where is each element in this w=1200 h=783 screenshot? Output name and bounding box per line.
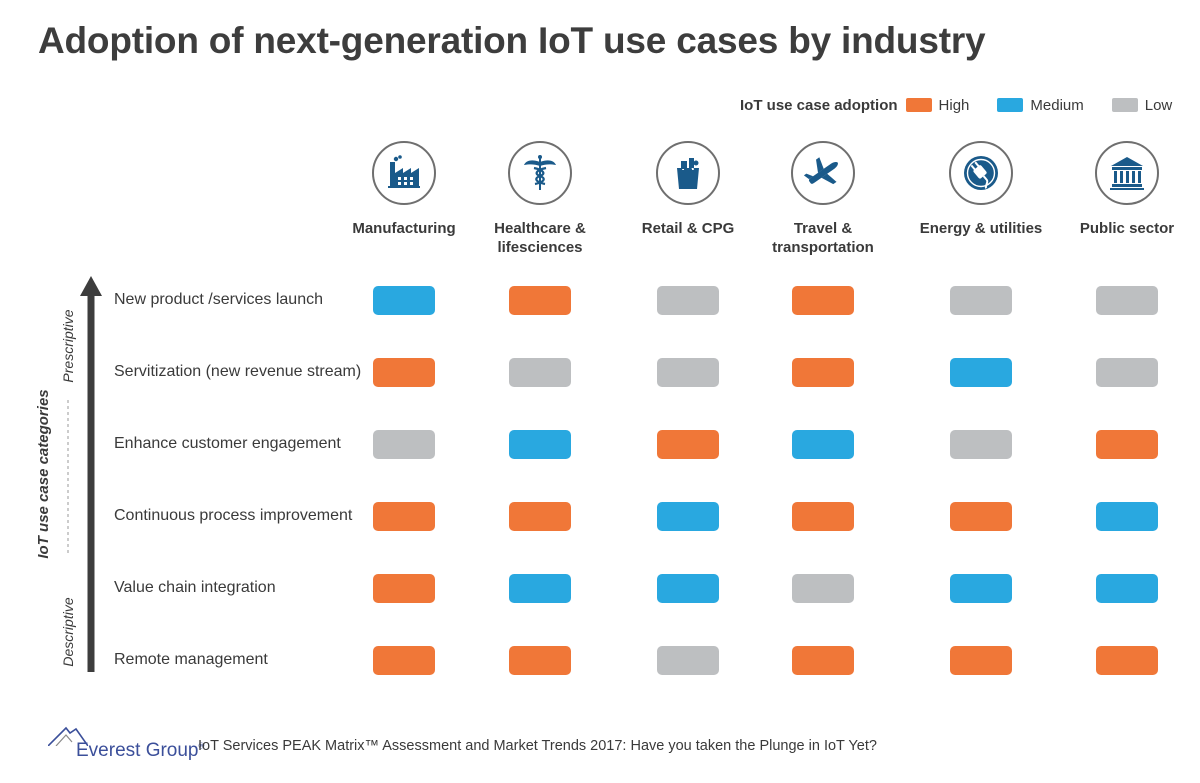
chart-title: Adoption of next-generation IoT use case… [38,20,986,61]
cell-new-product-public-sector [1096,286,1158,315]
industry-label-retail: Retail & CPG [641,220,735,237]
use-case-label-servitization: Servitization (new revenue stream) [114,363,362,380]
cell-process-improvement-travel [792,502,854,531]
cell-value-chain-healthcare [509,574,571,603]
cell-customer-engagement-retail [657,430,719,459]
power-plug-icon [949,141,1013,205]
legend-swatch-high [905,98,932,112]
cell-new-product-healthcare [509,286,571,315]
cell-servitization-healthcare [509,358,571,387]
industry-label-public-sector: Public sector [1079,220,1175,237]
shopping-bag-icon [656,141,720,205]
use-case-label-remote-management: Remote management [114,651,268,668]
use-case-label-process-improvement: Continuous process improvement [114,507,353,524]
caduceus-icon [508,141,572,205]
industry-label-healthcare: Healthcare & lifesciences [494,220,586,256]
factory-icon [372,141,436,205]
cell-remote-management-travel [792,646,854,675]
legend-label-low: Low [1144,96,1173,114]
cell-new-product-travel [792,286,854,315]
cell-customer-engagement-energy [950,430,1012,459]
source-citation: IoT Services PEAK Matrix™ Assessment and… [198,738,877,754]
cell-remote-management-energy [950,646,1012,675]
government-building-icon [1095,141,1159,205]
cell-process-improvement-manufacturing [373,502,435,531]
cell-value-chain-retail [657,574,719,603]
axis-label-descriptive: Descriptive [60,597,76,667]
brand-name: Everest Group® [76,740,205,761]
use-case-label-value-chain: Value chain integration [114,579,276,596]
cell-value-chain-energy [950,574,1012,603]
industry-label-energy: Energy & utilities [919,220,1043,237]
footer: Everest Group® IoT Services PEAK Matrix™… [48,722,877,762]
cell-value-chain-manufacturing [373,574,435,603]
cell-customer-engagement-manufacturing [373,430,435,459]
legend: IoT use case adoption High Medium Low [740,94,1172,116]
cell-customer-engagement-travel [792,430,854,459]
cell-remote-management-healthcare [509,646,571,675]
cell-process-improvement-energy [950,502,1012,531]
cell-servitization-public-sector [1096,358,1158,387]
cell-value-chain-public-sector [1096,574,1158,603]
cell-process-improvement-public-sector [1096,502,1158,531]
legend-item-high: High [905,96,970,114]
cell-customer-engagement-healthcare [509,430,571,459]
cell-new-product-retail [657,286,719,315]
legend-item-medium: Medium [997,96,1084,114]
cell-remote-management-public-sector [1096,646,1158,675]
cell-remote-management-retail [657,646,719,675]
cell-new-product-manufacturing [373,286,435,315]
cell-remote-management-manufacturing [373,646,435,675]
cell-servitization-retail [657,358,719,387]
legend-item-low: Low [1111,96,1173,114]
industry-label-travel: Travel & transportation [772,220,874,256]
legend-label-high: High [938,96,970,114]
legend-title: IoT use case adoption [740,96,898,114]
legend-swatch-low [1111,98,1138,112]
registered-mark: ® [198,741,205,751]
cell-customer-engagement-public-sector [1096,430,1158,459]
cell-servitization-manufacturing [373,358,435,387]
industry-label-manufacturing: Manufacturing [352,220,456,237]
everest-group-logo: Everest Group® [48,726,204,762]
cell-process-improvement-healthcare [509,502,571,531]
use-case-label-new-product: New product /services launch [114,291,323,308]
airplane-icon [791,141,855,205]
legend-swatch-medium [997,98,1024,112]
mountain-icon [48,726,88,746]
cell-servitization-energy [950,358,1012,387]
legend-label-medium: Medium [1030,96,1084,114]
axis-label-prescriptive: Prescriptive [60,309,76,383]
cell-value-chain-travel [792,574,854,603]
cell-servitization-travel [792,358,854,387]
axis-arrow [67,276,102,672]
use-case-label-customer-engagement: Enhance customer engagement [114,435,341,452]
cell-process-improvement-retail [657,502,719,531]
axis-title: IoT use case categories [35,389,52,559]
cell-new-product-energy [950,286,1012,315]
